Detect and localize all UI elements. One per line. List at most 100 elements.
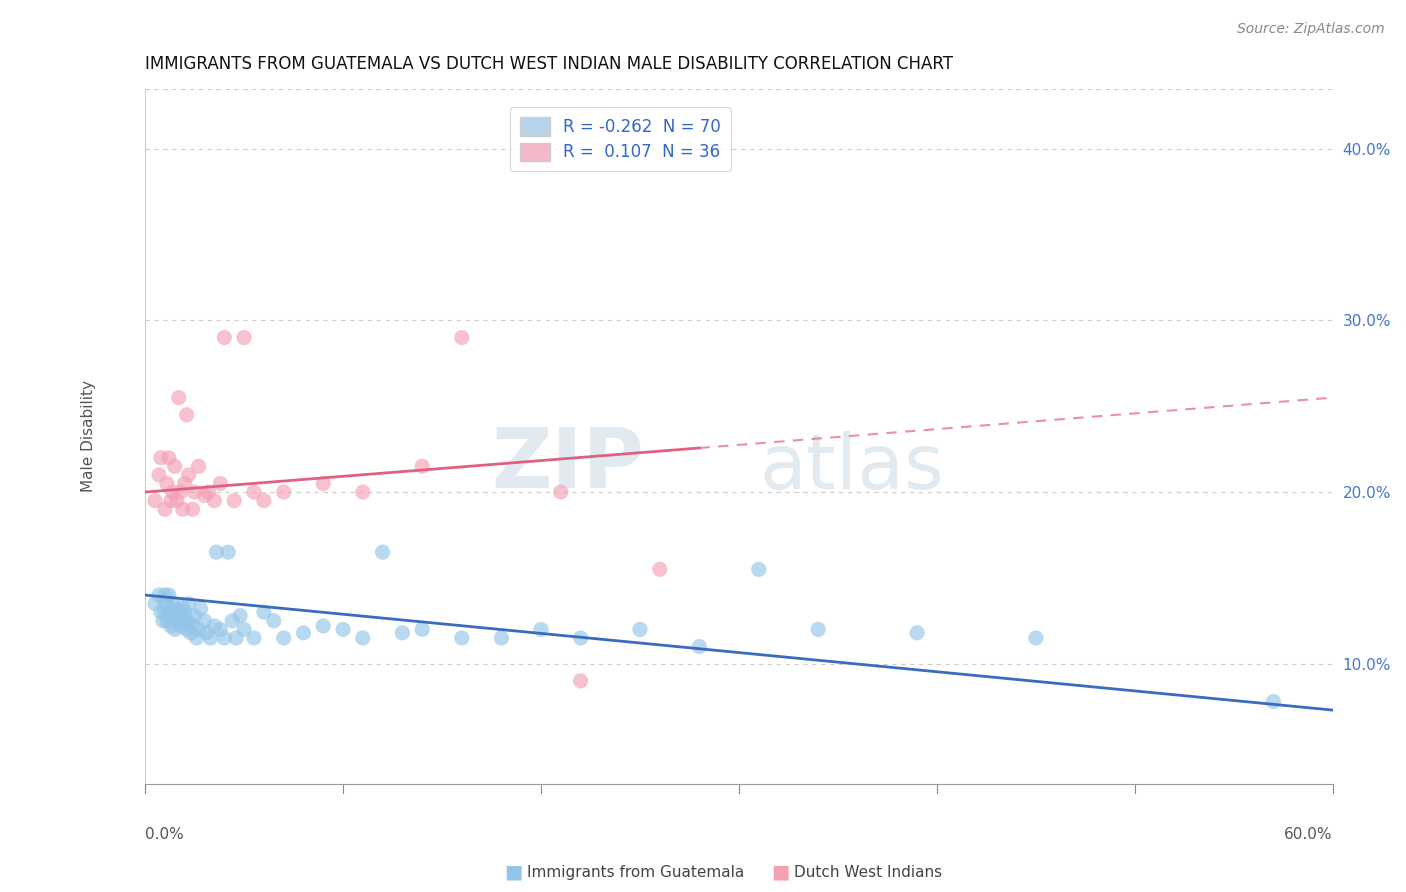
Point	[162, 610, 184, 624]
Text: ■: ■	[770, 863, 790, 882]
Point	[156, 614, 179, 628]
Point	[209, 476, 232, 491]
Point	[173, 614, 195, 628]
Point	[176, 408, 198, 422]
Point	[157, 450, 180, 465]
Point	[163, 614, 186, 628]
Point	[214, 330, 236, 344]
Point	[628, 623, 651, 637]
Point	[221, 614, 243, 628]
Point	[163, 623, 186, 637]
Point	[172, 502, 194, 516]
Point	[352, 485, 374, 500]
Text: 0.0%: 0.0%	[145, 827, 184, 842]
Point	[166, 493, 188, 508]
Point	[193, 614, 215, 628]
Point	[157, 588, 180, 602]
Point	[292, 625, 315, 640]
Point	[166, 602, 188, 616]
Point	[205, 545, 228, 559]
Point	[157, 605, 180, 619]
Point	[748, 562, 770, 576]
Legend: R = -0.262  N = 70, R =  0.107  N = 36: R = -0.262 N = 70, R = 0.107 N = 36	[509, 107, 731, 171]
Point	[312, 476, 335, 491]
Point	[253, 493, 276, 508]
Point	[160, 608, 183, 623]
Point	[209, 623, 232, 637]
Point	[688, 640, 710, 654]
Point	[312, 619, 335, 633]
Text: ZIP: ZIP	[492, 424, 644, 505]
Point	[167, 605, 190, 619]
Text: atlas: atlas	[759, 431, 945, 505]
Point	[550, 485, 572, 500]
Point	[180, 625, 202, 640]
Point	[648, 562, 671, 576]
Text: IMMIGRANTS FROM GUATEMALA VS DUTCH WEST INDIAN MALE DISABILITY CORRELATION CHART: IMMIGRANTS FROM GUATEMALA VS DUTCH WEST …	[145, 55, 953, 73]
Point	[807, 623, 830, 637]
Point	[214, 631, 236, 645]
Point	[450, 330, 472, 344]
Point	[224, 493, 246, 508]
Point	[153, 605, 176, 619]
Point	[491, 631, 513, 645]
Point	[1263, 694, 1285, 708]
Text: Dutch West Indians: Dutch West Indians	[794, 865, 942, 880]
Point	[450, 631, 472, 645]
Text: Male Disability: Male Disability	[80, 380, 96, 492]
Point	[569, 631, 592, 645]
Text: Immigrants from Guatemala: Immigrants from Guatemala	[527, 865, 745, 880]
Point	[152, 614, 174, 628]
Point	[371, 545, 394, 559]
Point	[193, 488, 215, 502]
Point	[177, 614, 200, 628]
Point	[153, 588, 176, 602]
Point	[411, 459, 433, 474]
Point	[243, 485, 266, 500]
Point	[187, 459, 209, 474]
Point	[391, 625, 413, 640]
Point	[167, 391, 190, 405]
Point	[229, 608, 252, 623]
Point	[167, 614, 190, 628]
Point	[183, 485, 205, 500]
Point	[225, 631, 247, 645]
Point	[148, 467, 170, 482]
Point	[200, 631, 222, 645]
Point	[332, 623, 354, 637]
Point	[195, 625, 218, 640]
Point	[411, 623, 433, 637]
Text: Source: ZipAtlas.com: Source: ZipAtlas.com	[1237, 22, 1385, 37]
Point	[273, 631, 295, 645]
Point	[163, 459, 186, 474]
Point	[202, 493, 225, 508]
Point	[181, 502, 204, 516]
Point	[149, 450, 172, 465]
Point	[160, 493, 183, 508]
Point	[173, 605, 195, 619]
Point	[202, 619, 225, 633]
Point	[143, 493, 166, 508]
Point	[569, 673, 592, 688]
Point	[172, 600, 194, 615]
Point	[177, 467, 200, 482]
Point	[170, 608, 193, 623]
Point	[143, 597, 166, 611]
Point	[187, 623, 209, 637]
Point	[177, 597, 200, 611]
Point	[186, 631, 208, 645]
Point	[197, 485, 219, 500]
Point	[243, 631, 266, 645]
Point	[162, 485, 184, 500]
Point	[173, 476, 195, 491]
Point	[166, 608, 188, 623]
Point	[170, 619, 193, 633]
Point	[162, 597, 184, 611]
Point	[253, 605, 276, 619]
Point	[352, 631, 374, 645]
Point	[1025, 631, 1047, 645]
Point	[217, 545, 239, 559]
Point	[530, 623, 553, 637]
Point	[905, 625, 928, 640]
Point	[233, 623, 256, 637]
